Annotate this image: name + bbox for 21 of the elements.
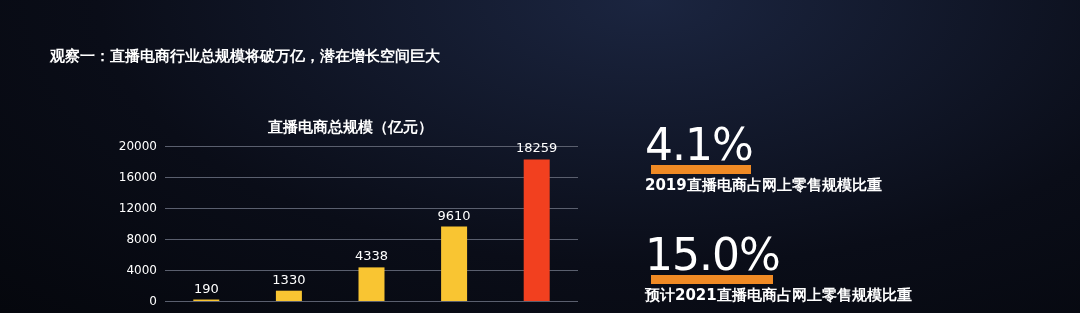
data-label: 9610 <box>437 207 471 223</box>
text: 预计2021直播电商占网上零售规模比重 <box>645 286 912 305</box>
data-label: 4338 <box>354 248 389 264</box>
data-label: 1330 <box>272 271 306 287</box>
chart-subtitle: 直播电商总规模（亿元） <box>266 117 433 136</box>
bar <box>441 226 468 301</box>
text: 2019直播电商占网上零售规模比重 <box>645 176 882 195</box>
y-tick-label: 16000 <box>118 170 157 184</box>
y-tick-label: 20000 <box>118 139 157 153</box>
text: 15.0% <box>645 229 781 280</box>
bar <box>275 290 302 301</box>
y-tick-label: 0 <box>149 294 157 308</box>
y-tick-label: 4000 <box>126 263 157 277</box>
chart-title: 观察一：直播电商行业总规模将破万亿，潜在增长空间巨大 <box>50 47 440 66</box>
data-label: 190 <box>193 280 219 296</box>
data-label: 18259 <box>516 140 558 156</box>
text: 4.1% <box>645 119 754 170</box>
y-tick-label: 8000 <box>126 232 157 246</box>
bar <box>358 267 385 301</box>
y-tick-label: 12000 <box>118 201 157 215</box>
bar <box>523 159 550 301</box>
